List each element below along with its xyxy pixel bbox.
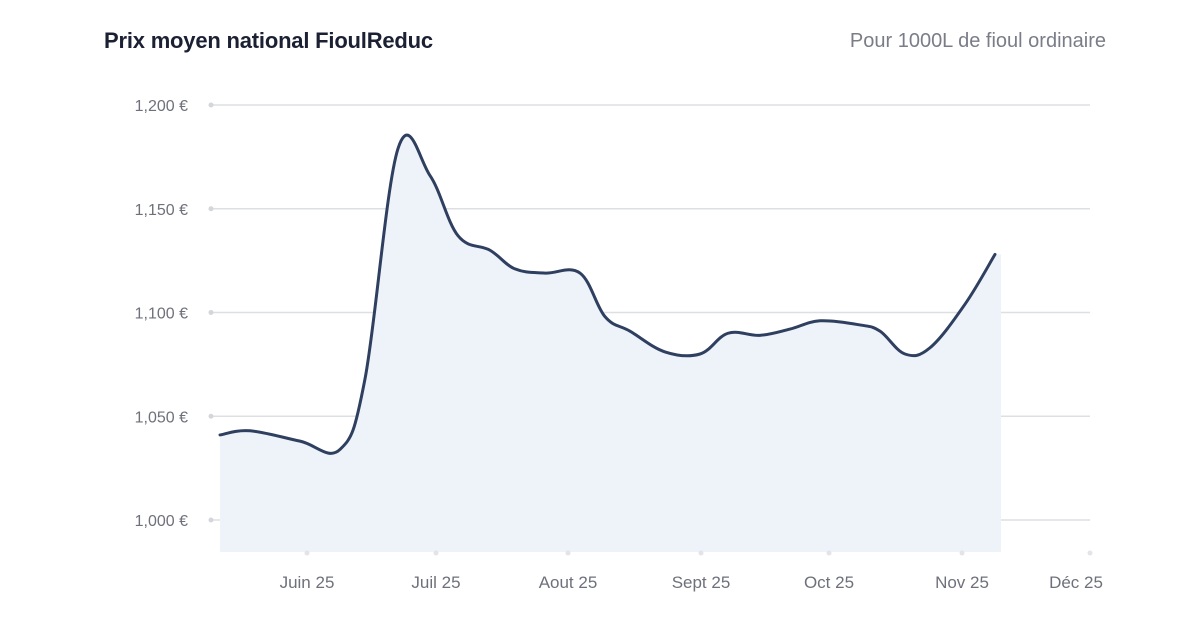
x-axis: Juin 25 Juil 25 Aout 25 Sept 25 Oct 25 Nov 25… — [280, 550, 1103, 592]
x-tick-dot — [959, 550, 965, 556]
price-line — [218, 133, 997, 455]
y-tick-label: 1,050 € — [135, 409, 188, 426]
x-tick-dot — [433, 550, 439, 556]
chart-title: Prix moyen national FioulReduc — [104, 28, 433, 53]
y-tick-dot — [208, 206, 214, 212]
price-area-fill — [220, 135, 1001, 552]
y-tick-label: 1,150 € — [135, 202, 188, 219]
y-axis: 1,000 € 1,050 € 1,100 € 1,150 € 1,200 € — [135, 98, 188, 530]
y-tick-label: 1,000 € — [135, 513, 188, 530]
y-tick-dot — [208, 102, 214, 108]
chart-subtitle: Pour 1000L de fioul ordinaire — [849, 30, 1106, 52]
y-tick-dot — [208, 517, 214, 523]
x-tick-label: Aout 25 — [539, 573, 598, 592]
y-tick-dot — [208, 310, 214, 315]
x-tick-dot — [565, 550, 571, 556]
y-tick-label: 1,100 € — [135, 306, 188, 323]
x-tick-label: Juin 25 — [280, 573, 335, 592]
x-tick-label: Oct 25 — [804, 573, 854, 592]
x-tick-label: Sept 25 — [672, 573, 731, 592]
y-tick-label: 1,200 € — [135, 98, 188, 115]
x-tick-dot — [826, 550, 832, 556]
x-tick-dot — [1087, 550, 1093, 556]
x-tick-label: Déc 25 — [1049, 573, 1103, 592]
x-tick-label: Juil 25 — [411, 573, 460, 592]
x-tick-dot — [304, 550, 310, 556]
x-tick-label: Nov 25 — [935, 573, 989, 592]
x-tick-dot — [698, 550, 704, 556]
y-tick-dot — [208, 413, 214, 419]
